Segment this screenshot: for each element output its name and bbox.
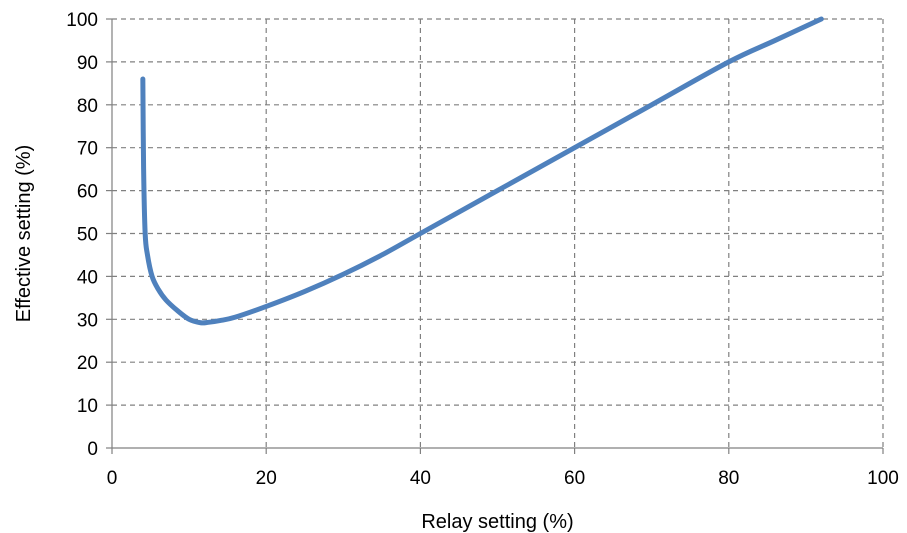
y-tick-label: 60 — [77, 182, 98, 203]
y-tick-label: 100 — [66, 10, 98, 31]
y-tick-label: 50 — [77, 225, 98, 246]
y-tick-label: 0 — [87, 439, 98, 460]
x-tick-label: 60 — [564, 468, 585, 489]
y-tick-labels: 0 10 20 30 40 50 60 70 80 90 100 — [66, 10, 98, 460]
y-tick-label: 10 — [77, 396, 98, 417]
y-tick-label: 40 — [77, 267, 98, 288]
x-tick-label: 100 — [867, 468, 899, 489]
x-tick-label: 20 — [256, 468, 277, 489]
y-tick-label: 90 — [77, 53, 98, 74]
grid — [112, 18, 884, 448]
x-tick-label: 80 — [718, 468, 739, 489]
x-tick-label: 40 — [410, 468, 431, 489]
y-axis-title: Effective setting (%) — [13, 145, 35, 322]
y-tick-label: 70 — [77, 139, 98, 160]
series-line-0 — [140, 16, 824, 326]
axes — [106, 18, 884, 454]
series-group — [140, 16, 824, 326]
x-tick-labels: 0 20 40 60 80 100 — [107, 468, 899, 489]
y-tick-label: 20 — [77, 353, 98, 374]
x-tick-label: 0 — [107, 468, 118, 489]
y-tick-label: 80 — [77, 96, 98, 117]
x-axis-title: Relay setting (%) — [421, 511, 573, 533]
y-tick-label: 30 — [77, 310, 98, 331]
